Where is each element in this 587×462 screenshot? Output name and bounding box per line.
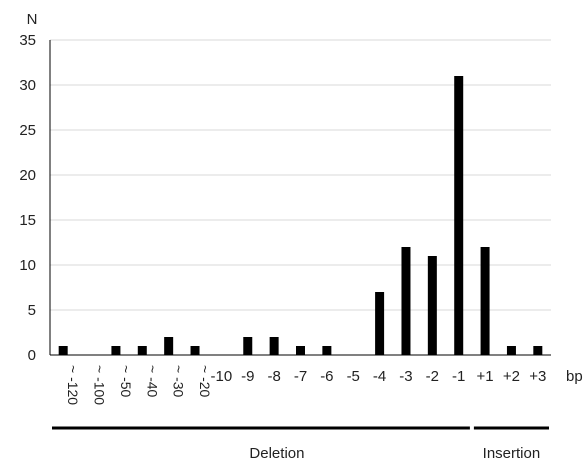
- gridlines: [50, 39, 551, 311]
- x-tick-label: -1: [452, 368, 465, 385]
- bar: [243, 337, 253, 355]
- x-tick-label: -5: [347, 368, 360, 385]
- bar: [322, 346, 332, 355]
- bar: [296, 346, 305, 355]
- x-tick-label: -8: [267, 368, 280, 385]
- x-axis-ticks: ~ -120 ~ -100 ~ -50 ~ -40 ~ -30 ~ -20-10 -9 -8-…: [65, 365, 546, 405]
- y-tick-label: 0: [28, 347, 36, 364]
- x-tick-label: ~ -20: [197, 365, 213, 398]
- x-tick-label: -7: [294, 368, 307, 385]
- bar: [454, 76, 464, 355]
- bar: [137, 346, 147, 355]
- bar: [58, 346, 68, 355]
- x-tick-label: -10: [211, 368, 233, 385]
- y-axis-label: N: [27, 11, 38, 28]
- bar: [164, 337, 174, 355]
- x-axis-label: bp: [566, 368, 583, 385]
- y-tick-label: 5: [28, 302, 36, 319]
- y-axis-ticks: 0 5 10 15 20 25 30 35: [19, 32, 36, 364]
- x-tick-label: -9: [241, 368, 254, 385]
- bar: [427, 256, 437, 355]
- x-tick-label: +2: [503, 368, 520, 385]
- x-tick-label: -4: [373, 368, 386, 385]
- bar: [401, 247, 411, 355]
- x-tick-label: ~ -120: [65, 365, 81, 405]
- bar: [269, 337, 279, 355]
- x-tick-label: ~ -40: [144, 365, 160, 398]
- bar: [506, 346, 516, 355]
- bar: [533, 346, 543, 355]
- bar: [190, 346, 200, 355]
- group-label: Insertion: [483, 445, 541, 462]
- bar: [111, 346, 121, 355]
- bar: [480, 247, 490, 355]
- x-tick-label: +3: [529, 368, 546, 385]
- y-tick-label: 25: [19, 122, 36, 139]
- x-tick-label: ~ -100: [92, 365, 108, 405]
- y-tick-label: 15: [19, 212, 36, 229]
- y-tick-label: 20: [19, 167, 36, 184]
- y-tick-label: 35: [19, 32, 36, 49]
- x-tick-label: -2: [426, 368, 439, 385]
- x-tick-label: ~ -30: [171, 365, 187, 398]
- group-label: Deletion: [249, 445, 304, 462]
- bars: [58, 76, 543, 355]
- y-tick-label: 10: [19, 257, 36, 274]
- x-tick-label: -3: [399, 368, 412, 385]
- x-tick-label: -6: [320, 368, 333, 385]
- y-tick-label: 30: [19, 77, 36, 94]
- x-tick-label: ~ -50: [118, 365, 134, 398]
- group-brackets: Deletion Insertion: [52, 426, 549, 462]
- bar: [375, 292, 385, 355]
- x-tick-label: +1: [477, 368, 494, 385]
